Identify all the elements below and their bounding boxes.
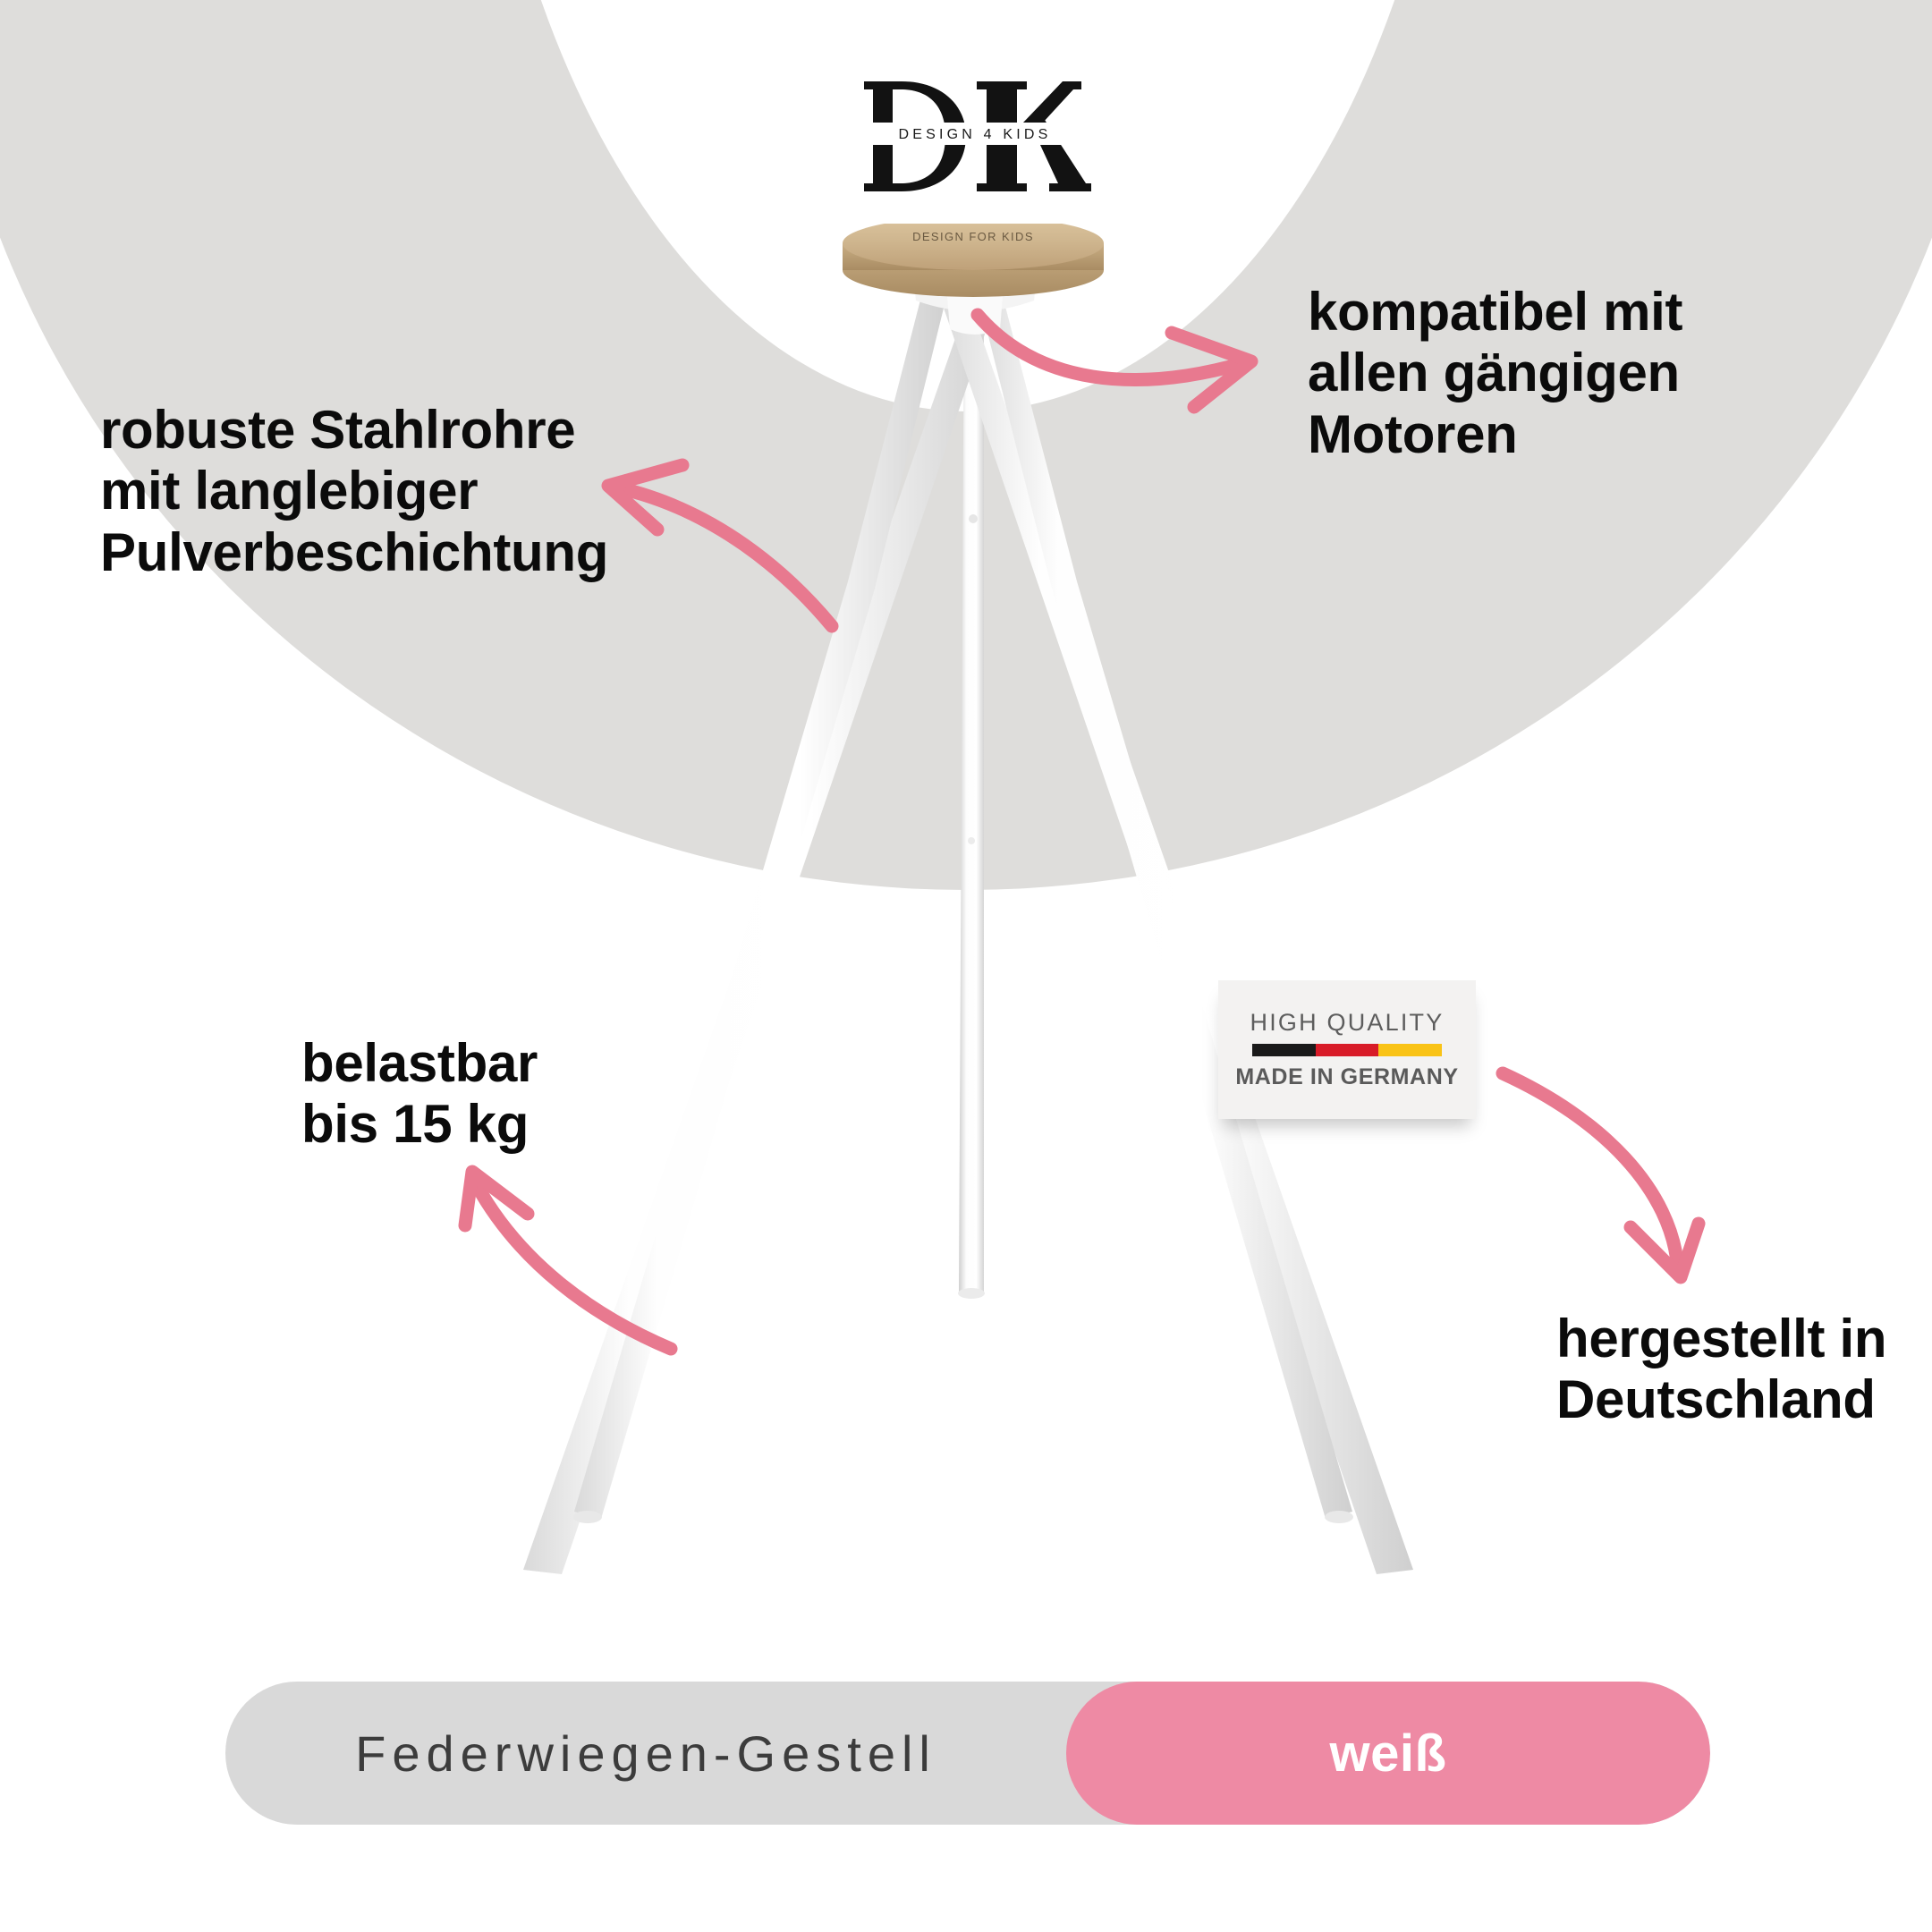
annotation-compatibility: kompatibel mit allen gängigen Motoren — [1308, 282, 1683, 464]
product-engraving-text: DESIGN FOR KIDS — [912, 230, 1034, 243]
logo-tagline-text: DESIGN 4 KIDS — [898, 127, 1051, 142]
product-variant-label: weiß — [1066, 1682, 1710, 1825]
flag-stripe-gold — [1378, 1044, 1443, 1056]
flag-stripe-red — [1315, 1044, 1379, 1056]
product-name-label: Federwiegen-Gestell — [355, 1724, 936, 1782]
annotation-load-capacity: belastbar bis 15 kg — [301, 1033, 538, 1155]
annotation-made-in-germany: hergestellt in Deutschland — [1556, 1309, 1887, 1430]
badge-high-quality-text: HIGH QUALITY — [1250, 1009, 1445, 1036]
flag-stripe-black — [1252, 1044, 1316, 1056]
brand-logo: DESIGN 4 KIDS — [859, 76, 1091, 197]
product-variant-bar: Federwiegen-Gestell weiß — [225, 1682, 1710, 1825]
arrow-made-in-germany — [1496, 1066, 1706, 1284]
german-flag-icon — [1252, 1044, 1443, 1056]
annotation-steel-tubes: robuste Stahlrohre mit langlebiger Pulve… — [100, 400, 609, 582]
badge-made-in-germany-text: MADE IN GERMANY — [1235, 1064, 1459, 1089]
quality-badge: HIGH QUALITY MADE IN GERMANY — [1218, 980, 1476, 1119]
product-tripod-stand: DESIGN FOR KIDS — [519, 224, 1431, 1601]
